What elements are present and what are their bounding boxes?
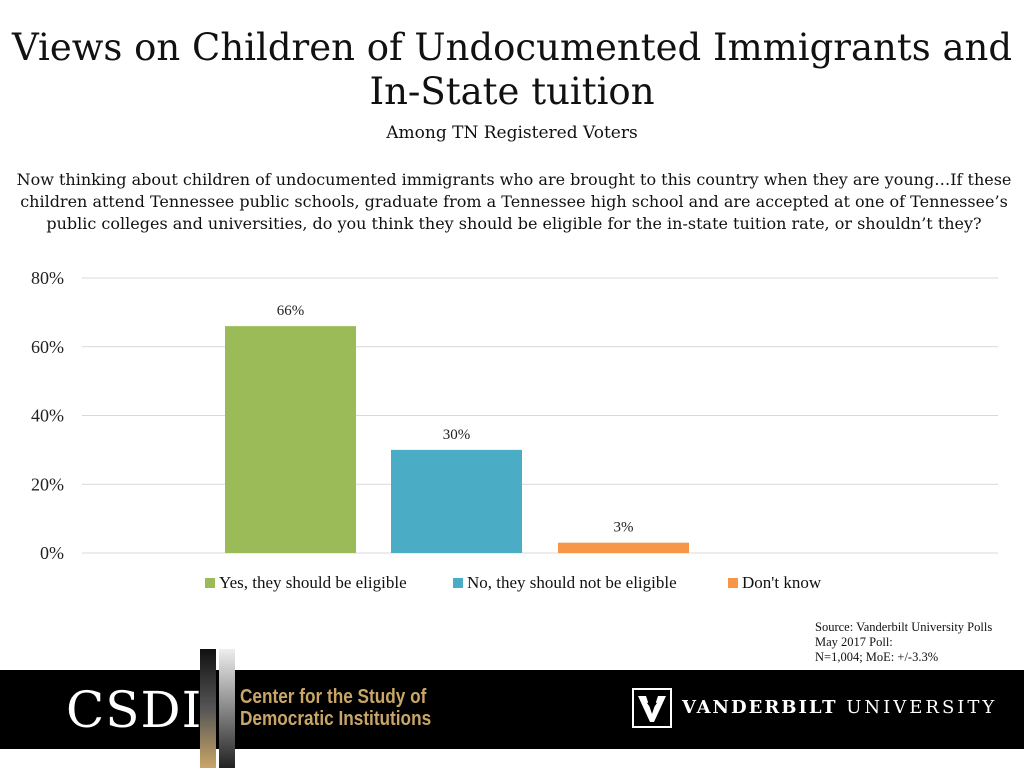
source-note: Source: Vanderbilt University Polls May … <box>815 620 992 665</box>
legend-swatch <box>205 578 215 588</box>
data-label: 66% <box>277 303 305 319</box>
vanderbilt-university-name: VANDERBILT UNIVERSITY <box>682 697 997 718</box>
legend-label: No, they should not be eligible <box>467 573 677 592</box>
source-line-2: May 2017 Poll: <box>815 635 893 649</box>
legend-swatch <box>453 578 463 588</box>
bar <box>391 449 522 553</box>
bars <box>225 326 689 553</box>
legend-label: Yes, they should be eligible <box>219 573 407 592</box>
y-tick-label: 40% <box>31 406 64 426</box>
legend-item: Don't know <box>728 573 821 593</box>
csdi-logo: CSDI <box>66 681 203 739</box>
y-tick-label: 0% <box>40 543 64 563</box>
source-line-1: Source: Vanderbilt University Polls <box>815 620 993 634</box>
bar-chart: 0% 20% 40% 60% 80% 66% 30% 3% <box>31 268 998 563</box>
survey-question: Now thinking about children of undocumen… <box>16 170 1012 233</box>
gridlines <box>82 277 998 554</box>
chart-title: Views on Children of Undocumented Immigr… <box>0 26 1024 114</box>
y-axis-ticks: 0% 20% 40% 60% 80% <box>31 268 64 563</box>
footer-bar <box>0 670 1024 749</box>
title-line-2: In-State tuition <box>369 70 655 113</box>
title-line-1: Views on Children of Undocumented Immigr… <box>11 26 1013 69</box>
legend-item: Yes, they should be eligible <box>205 573 407 593</box>
vanderbilt-shield-icon <box>632 688 672 728</box>
data-labels: 66% 30% 3% <box>277 303 634 536</box>
y-tick-label: 80% <box>31 268 64 288</box>
data-label: 3% <box>614 520 634 536</box>
bar <box>225 326 356 553</box>
csdi-name-line-1: Center for the Study of <box>240 686 427 708</box>
legend-label: Don't know <box>742 573 822 592</box>
data-label: 30% <box>443 427 471 443</box>
legend: Yes, they should be eligible No, they sho… <box>0 573 1024 595</box>
csdi-name-line-2: Democratic Institutions <box>240 708 432 730</box>
source-line-3: N=1,004; MoE: +/-3.3% <box>815 650 939 664</box>
legend-swatch <box>728 578 738 588</box>
bar <box>558 542 689 553</box>
y-tick-label: 60% <box>31 337 64 357</box>
csdi-full-name: Center for the Study of Democratic Insti… <box>240 686 431 730</box>
chart-subtitle: Among TN Registered Voters <box>386 123 638 143</box>
vu-name-rest: UNIVERSITY <box>837 697 998 718</box>
legend-item: No, they should not be eligible <box>453 573 677 593</box>
vu-name-bold: VANDERBILT <box>682 697 838 718</box>
y-tick-label: 20% <box>31 474 64 494</box>
stripes-graphic <box>200 649 235 768</box>
